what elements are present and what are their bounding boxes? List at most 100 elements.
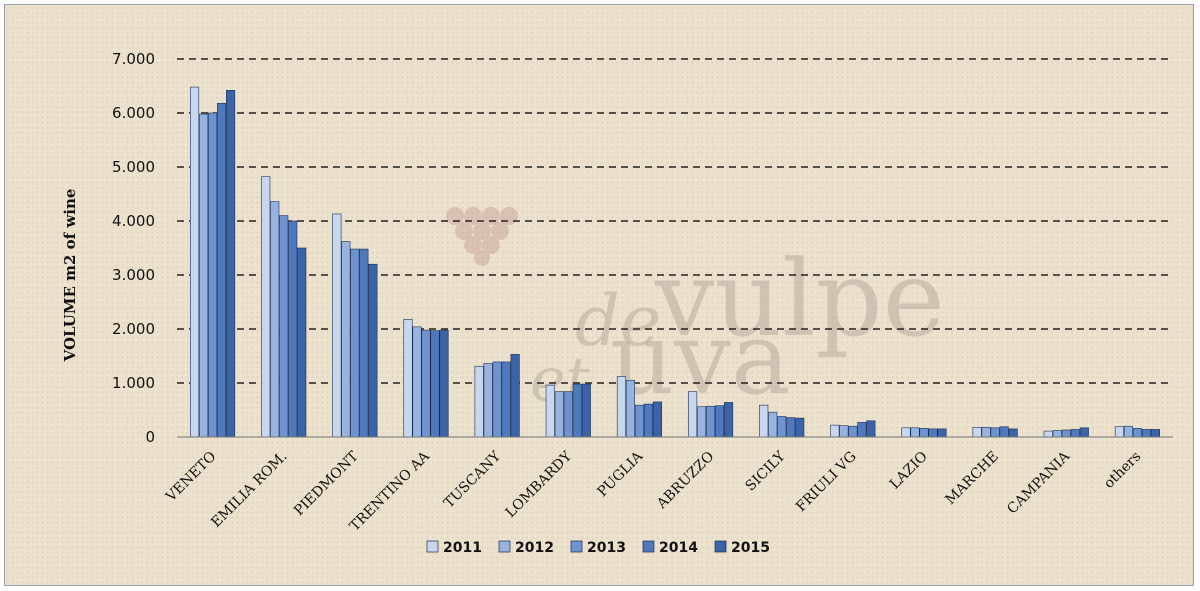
- bar: [332, 213, 342, 438]
- bar: [581, 383, 591, 438]
- bar: [777, 416, 787, 438]
- bar: [1079, 427, 1089, 438]
- bar: [1141, 429, 1151, 438]
- bar: [288, 220, 298, 438]
- bar: [563, 391, 573, 438]
- bar: [1043, 430, 1053, 438]
- x-tick-label: others: [1101, 449, 1144, 492]
- bar: [715, 405, 725, 438]
- bar: [572, 383, 582, 438]
- bar: [261, 176, 271, 438]
- bar: [634, 404, 644, 438]
- legend-swatch: [426, 540, 439, 553]
- bar: [937, 428, 947, 438]
- bar: [199, 113, 209, 438]
- x-tick-label: PUGLIA: [595, 448, 647, 500]
- bar: [625, 379, 635, 438]
- y-tick-label: 3.000: [112, 266, 155, 284]
- y-tick-label: 4.000: [112, 212, 155, 230]
- bar: [1061, 429, 1071, 438]
- legend-swatch: [570, 540, 583, 553]
- bar: [1008, 428, 1018, 438]
- bar: [928, 428, 938, 438]
- bar: [759, 404, 769, 438]
- y-axis-ticks: 0 1.000 2.000 3.000 4.000 5.000 6.000 7.000: [112, 50, 155, 446]
- bar: [492, 361, 502, 438]
- bar: [412, 326, 422, 438]
- y-tick-label: 7.000: [112, 50, 155, 68]
- bar: [368, 263, 378, 438]
- bar: [848, 425, 858, 438]
- legend-label: 2012: [515, 540, 554, 556]
- legend-label: 2015: [731, 540, 770, 556]
- x-tick-label: EMILIA ROM.: [208, 449, 290, 531]
- y-tick-label: 0: [145, 428, 155, 446]
- bar: [688, 391, 698, 438]
- legend-swatch: [642, 540, 655, 553]
- x-tick-label: CAMPANIA: [1004, 448, 1073, 517]
- x-tick-label: PIEDMONT: [291, 448, 362, 519]
- bar: [279, 215, 289, 438]
- bar: [910, 427, 920, 438]
- legend-swatch: [498, 540, 511, 553]
- bar: [616, 376, 626, 438]
- bar: [981, 426, 991, 438]
- bar: [350, 248, 360, 438]
- bar: [1070, 429, 1080, 438]
- watermark-vulpe: vulpe: [654, 238, 945, 360]
- bar: [643, 403, 653, 438]
- bar: [217, 102, 227, 438]
- bar: [901, 427, 911, 438]
- bar: [1132, 428, 1142, 438]
- bar: [554, 391, 564, 438]
- bar: [439, 329, 449, 438]
- bar: [359, 248, 369, 438]
- x-tick-label: MARCHE: [942, 449, 1001, 508]
- bar: [697, 406, 707, 438]
- bar: [190, 86, 200, 438]
- bar: [403, 318, 413, 438]
- legend-label: 2013: [587, 540, 626, 556]
- bar: [430, 330, 440, 438]
- x-tick-label: TUSCANY: [441, 448, 504, 511]
- bar: [652, 401, 662, 438]
- watermark: de vulpe et uva: [446, 207, 945, 417]
- bar: [483, 363, 493, 438]
- bar: [786, 417, 796, 438]
- x-tick-label: LOMBARDY: [503, 448, 576, 521]
- watermark-de: de: [575, 280, 661, 362]
- bar: [972, 426, 982, 438]
- bars: [190, 86, 1160, 438]
- bar: [421, 329, 431, 438]
- bar: [866, 420, 876, 438]
- x-tick-label: ABRUZZO: [653, 449, 717, 513]
- bar: [226, 90, 236, 438]
- gridlines: [177, 58, 1173, 384]
- bar: [1052, 430, 1062, 438]
- bar: [1114, 426, 1124, 438]
- bar: [1150, 429, 1160, 438]
- y-tick-label: 5.000: [112, 158, 155, 176]
- bar: [1123, 425, 1133, 438]
- bar: [341, 241, 351, 438]
- bar: [857, 422, 867, 438]
- grape-logo: [446, 207, 518, 266]
- bar: [501, 361, 511, 438]
- bar: [208, 112, 218, 438]
- bar: [795, 417, 805, 438]
- y-tick-label: 1.000: [112, 374, 155, 392]
- y-axis-label: VOLUME m2 of wine: [61, 189, 79, 363]
- y-tick-label: 2.000: [112, 320, 155, 338]
- y-tick-label: 6.000: [112, 104, 155, 122]
- bar: [510, 354, 520, 438]
- bar: [919, 428, 929, 438]
- bar: [270, 201, 280, 438]
- bar: [297, 247, 307, 438]
- bar: [990, 427, 1000, 438]
- bar: [839, 425, 849, 438]
- watermark-uva: uva: [610, 300, 791, 417]
- bar: [768, 411, 778, 438]
- bar-chart: de vulpe et uva 0 1.000 2.000 3.000 4.000 5.0…: [61, 50, 1173, 556]
- legend-label: 2014: [659, 540, 698, 556]
